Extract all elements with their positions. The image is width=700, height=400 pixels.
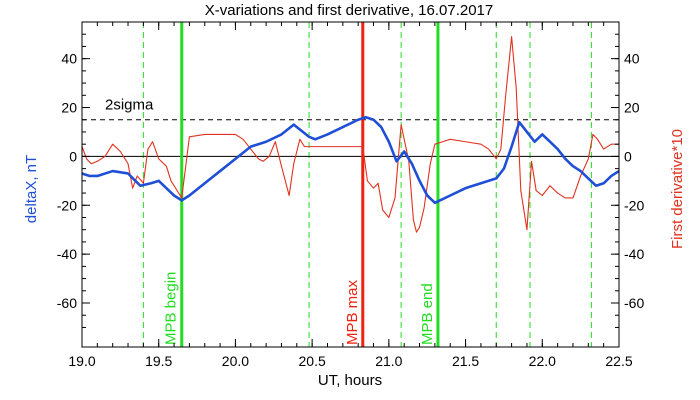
x-tick-label: 21.5 — [452, 353, 479, 369]
left-axis-title: deltaX, nT — [23, 155, 40, 223]
plot-layer: 2sigma MPB begin MPB max MPB end — [81, 22, 620, 347]
two-sigma-label: 2sigma — [105, 97, 154, 114]
x-tick-label: 20.5 — [299, 353, 326, 369]
x-tick-label: 20.0 — [222, 353, 249, 369]
mpb-boundary-label: MPB end — [419, 283, 436, 345]
mpb-max-label: MPB max — [344, 279, 361, 345]
y-tick-label-right: -40 — [624, 246, 644, 262]
y-tick-label-right: 40 — [624, 51, 640, 67]
y-tick-label-right: 0 — [624, 148, 632, 164]
plot-frame — [81, 21, 620, 348]
x-tick-label: 19.0 — [68, 353, 95, 369]
tick-layer: 19.0 19.5 20.0 20.5 21.0 21.5 22.0 22.5 -60 -60 -4… — [57, 22, 644, 369]
y-tick-label-right: -20 — [624, 197, 644, 213]
x-axis-title: UT, hours — [318, 372, 382, 389]
y-tick-label-left: -40 — [57, 246, 77, 262]
y-tick-label-left: -20 — [57, 197, 77, 213]
derivative-series-line — [81, 36, 619, 233]
x-tick-label: 22.5 — [605, 353, 632, 369]
y-tick-label-right: 20 — [624, 100, 640, 116]
deltax-series-line — [81, 116, 620, 205]
x-tick-label: 21.0 — [375, 353, 402, 369]
y-tick-label-left: 0 — [69, 148, 77, 164]
x-tick-label: 19.5 — [145, 353, 172, 369]
y-tick-label-right: -60 — [624, 295, 644, 311]
chart-title: X-variations and first derivative, 16.07… — [205, 2, 494, 19]
mpb-boundary-label: MPB begin — [163, 272, 180, 345]
x-tick-label: 22.0 — [529, 353, 556, 369]
right-axis-title: First derivative*10 — [669, 129, 686, 249]
y-tick-label-left: 40 — [61, 51, 77, 67]
y-tick-label-left: 20 — [61, 100, 77, 116]
y-tick-label-left: -60 — [57, 295, 77, 311]
